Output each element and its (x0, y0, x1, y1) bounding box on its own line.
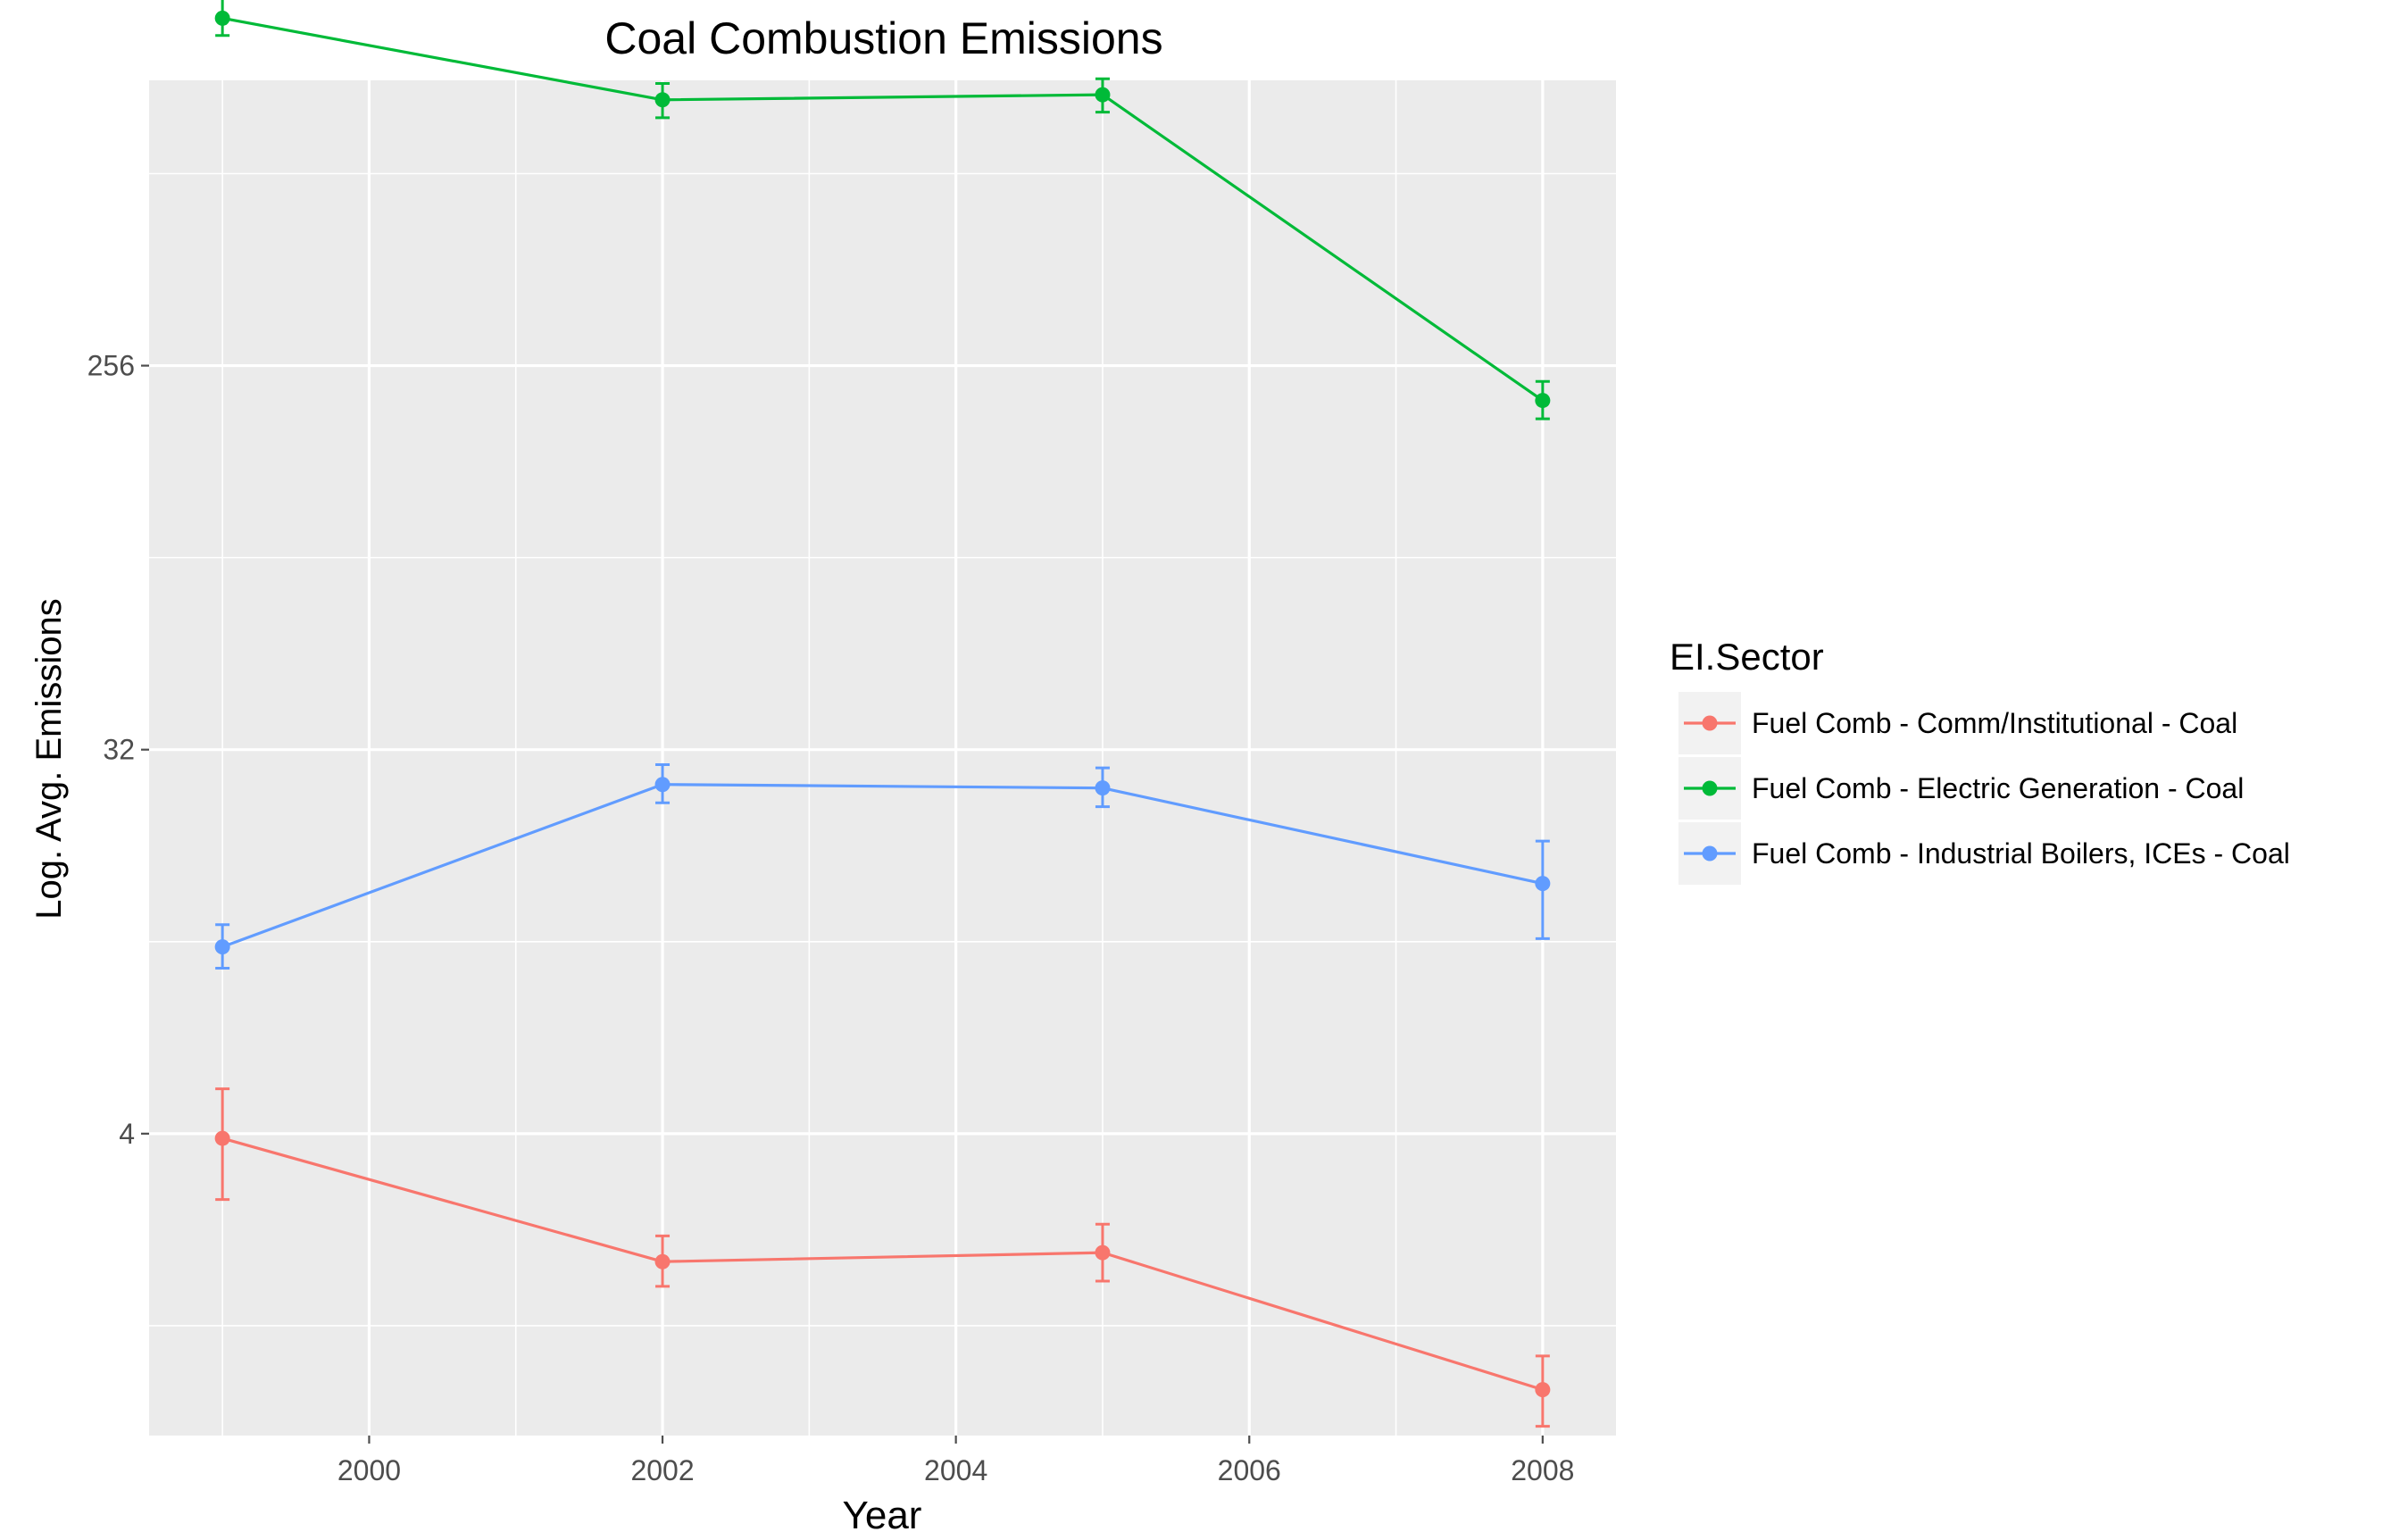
y-axis-label: Log. Avg. Emissions (29, 598, 69, 919)
legend-label: Fuel Comb - Industrial Boilers, ICEs - C… (1752, 837, 2290, 870)
y-tick-label: 256 (87, 350, 135, 382)
plot-panel (149, 0, 1616, 1436)
series-line (221, 1136, 1544, 1392)
x-axis-label: Year (843, 1494, 922, 1537)
y-axis: 4 32 256 (87, 350, 149, 1150)
legend-key-point (1702, 780, 1718, 796)
plot-background (149, 80, 1616, 1436)
series-layer (214, 0, 1551, 1428)
x-axis: 2000 2002 2004 2006 2008 (337, 1436, 1574, 1486)
x-tick-label: 2006 (1218, 1454, 1281, 1486)
legend: EI.Sector Fuel Comb - Comm/Institutional… (1670, 636, 2290, 885)
series-1 (214, 0, 1551, 420)
grid-minor (149, 80, 1616, 1436)
x-tick-label: 2002 (630, 1454, 694, 1486)
chart-title: Coal Combustion Emissions (604, 13, 1162, 63)
series-2 (214, 763, 1551, 970)
legend-title: EI.Sector (1670, 636, 1824, 678)
legend-key-point (1702, 845, 1718, 862)
data-point (214, 1130, 230, 1146)
legend-item: Fuel Comb - Industrial Boilers, ICEs - C… (1678, 822, 2290, 885)
grid-major (149, 80, 1616, 1436)
data-point (1095, 780, 1111, 796)
legend-key-point (1702, 715, 1718, 731)
x-tick-label: 2004 (924, 1454, 987, 1486)
y-tick-label: 4 (119, 1118, 135, 1150)
x-tick-label: 2008 (1511, 1454, 1574, 1486)
series-line (221, 16, 1544, 402)
legend-items: Fuel Comb - Comm/Institutional - Coal Fue… (1678, 692, 2290, 885)
legend-label: Fuel Comb - Comm/Institutional - Coal (1752, 707, 2237, 739)
data-point (654, 92, 671, 108)
legend-item: Fuel Comb - Comm/Institutional - Coal (1678, 692, 2237, 754)
data-point (214, 10, 230, 26)
data-point (1095, 87, 1111, 103)
data-point (1095, 1244, 1111, 1261)
series-line (221, 783, 1544, 949)
series-0 (214, 1087, 1551, 1428)
data-point (214, 939, 230, 955)
data-point (654, 1253, 671, 1269)
legend-item: Fuel Comb - Electric Generation - Coal (1678, 757, 2244, 820)
x-tick-label: 2000 (337, 1454, 401, 1486)
legend-label: Fuel Comb - Electric Generation - Coal (1752, 772, 2244, 804)
data-point (1535, 1382, 1551, 1398)
y-tick-label: 32 (103, 734, 135, 766)
data-point (1535, 393, 1551, 409)
data-point (654, 777, 671, 793)
data-point (1535, 876, 1551, 892)
